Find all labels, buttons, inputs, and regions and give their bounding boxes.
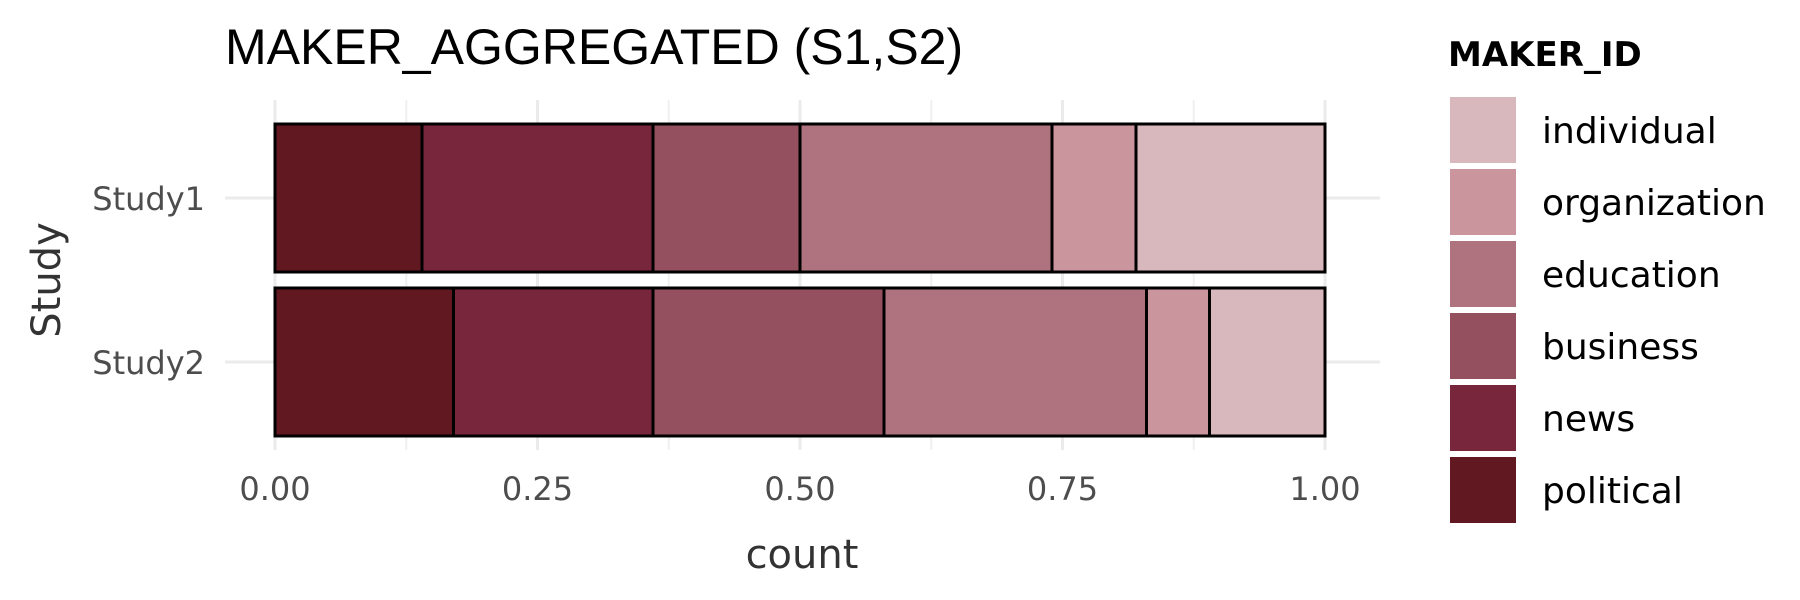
x-tick-label: 1.00 [1289, 470, 1360, 508]
legend-label-business: business [1542, 327, 1699, 368]
legend-label-education: education [1542, 255, 1721, 296]
bar-segment-study1-news [420, 122, 655, 274]
y-axis-title: Study [24, 222, 70, 338]
legend-label-organization: organization [1542, 183, 1766, 224]
legend-label-individual: individual [1542, 111, 1717, 152]
bar-segment-study1-individual [1134, 122, 1327, 274]
y-tick-label: Study1 [92, 180, 205, 218]
bar-segment-study2-organization [1145, 286, 1211, 438]
bar-segment-study2-political [273, 286, 455, 438]
x-tick-label: 0.50 [764, 470, 835, 508]
legend-key-individual [1450, 97, 1516, 163]
x-tick-labels: 0.00 0.25 0.50 0.75 1.00 [239, 470, 1360, 508]
legend-label-political: political [1542, 471, 1683, 512]
chart-title: MAKER_AGGREGATED (S1,S2) [225, 19, 963, 75]
bar-segment-study2-business [651, 286, 886, 438]
x-tick-label: 0.25 [502, 470, 573, 508]
legend-key-news [1450, 385, 1516, 451]
legend-key-education [1450, 241, 1516, 307]
x-axis-title: count [746, 532, 859, 578]
bar-segment-study2-individual [1208, 286, 1327, 438]
legend-title: MAKER_ID [1448, 35, 1642, 75]
x-tick-label: 0.00 [239, 470, 310, 508]
legend-key-organization [1450, 169, 1516, 235]
legend-key-business [1450, 313, 1516, 379]
bar-segment-study2-news [452, 286, 655, 438]
bar-segment-study2-education [882, 286, 1148, 438]
bars [273, 122, 1327, 438]
bar-segment-study1-business [651, 122, 802, 274]
bar-segment-study1-education [798, 122, 1054, 274]
bar-segment-study1-organization [1050, 122, 1138, 274]
bar-segment-study1-political [273, 122, 424, 274]
y-tick-labels: Study1 Study2 [92, 180, 205, 382]
legend: MAKER_ID individual organization education… [1448, 35, 1766, 523]
y-tick-label: Study2 [92, 344, 205, 382]
x-tick-label: 0.75 [1027, 470, 1098, 508]
legend-label-news: news [1542, 399, 1635, 440]
legend-key-political [1450, 457, 1516, 523]
